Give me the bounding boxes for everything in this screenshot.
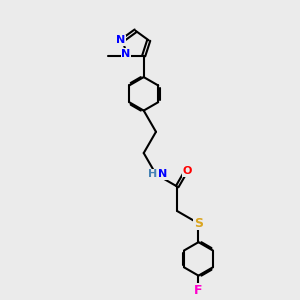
- Text: F: F: [194, 284, 203, 297]
- Text: H: H: [148, 169, 157, 179]
- Text: S: S: [194, 217, 203, 230]
- Text: O: O: [183, 166, 192, 176]
- Text: N: N: [158, 169, 167, 179]
- Text: N: N: [116, 35, 126, 45]
- Text: N: N: [122, 49, 130, 58]
